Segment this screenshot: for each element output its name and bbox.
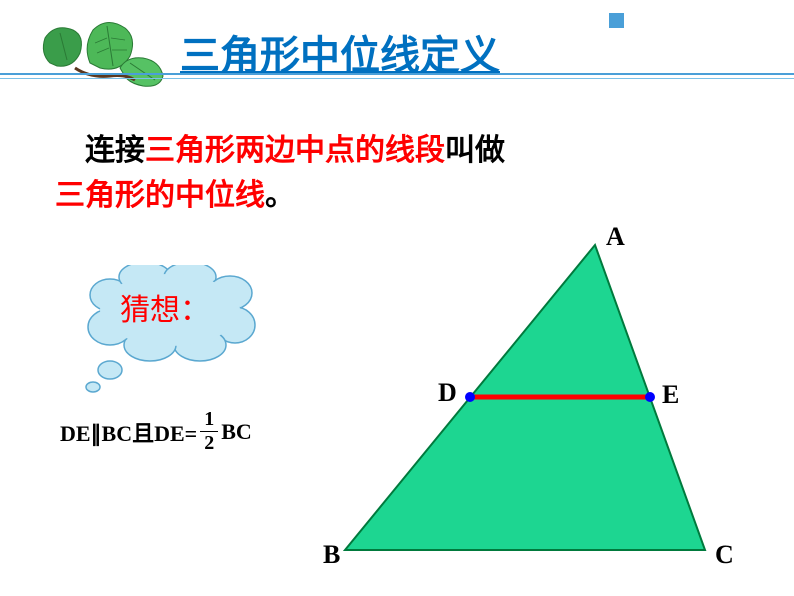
vertex-label-a: A xyxy=(606,222,625,252)
def-part5: 。 xyxy=(265,179,295,212)
def-part4: 三角形的中位线 xyxy=(55,179,265,212)
def-part2: 三角形两边中点的线段 xyxy=(145,134,445,167)
formula-fraction: 1 2 xyxy=(200,408,218,455)
definition-text: 连接三角形两边中点的线段叫做三角形的中位线。 xyxy=(55,128,739,218)
title-underline xyxy=(0,73,794,75)
vertex-label-e: E xyxy=(662,380,679,410)
formula-part1: DE∥BC且DE= xyxy=(60,416,197,448)
title-underline-thin xyxy=(0,78,794,79)
triangle-diagram: A B C D E xyxy=(310,230,740,575)
vertex-label-d: D xyxy=(438,378,457,408)
formula: DE∥BC且DE= 1 2 BC xyxy=(60,408,252,455)
def-part3: 叫做 xyxy=(445,134,505,167)
vertex-label-c: C xyxy=(715,540,734,570)
formula-part2: BC xyxy=(221,419,252,445)
thought-bubble-label: 猜想： xyxy=(120,285,210,329)
formula-denominator: 2 xyxy=(200,432,218,455)
corner-decoration xyxy=(609,13,624,28)
def-part1: 连接 xyxy=(85,134,145,167)
vertex-label-b: B xyxy=(323,540,340,570)
formula-numerator: 1 xyxy=(200,408,218,432)
